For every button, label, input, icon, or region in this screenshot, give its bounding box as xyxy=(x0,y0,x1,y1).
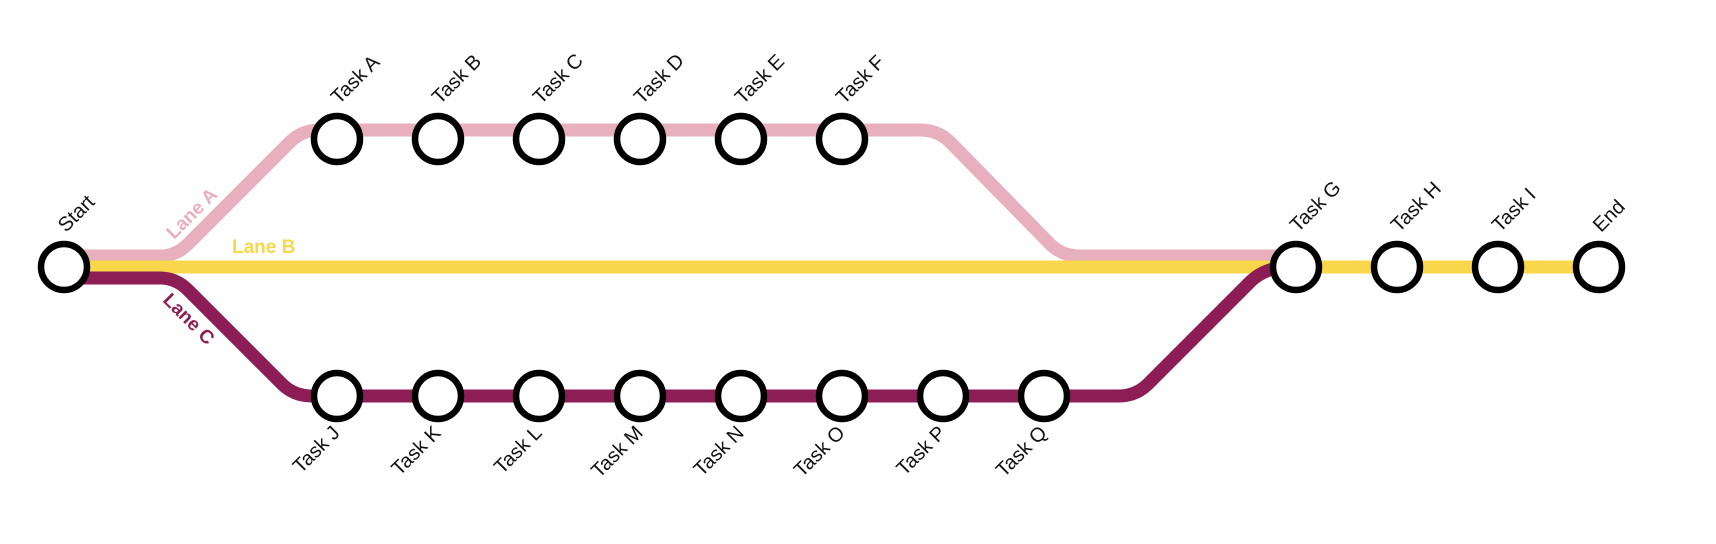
node-lane-a-3-label: Task D xyxy=(630,50,689,109)
node-lane-a-2-circle[interactable] xyxy=(512,112,566,166)
node-lane-a-4-circle[interactable] xyxy=(714,112,768,166)
node-end-label: End xyxy=(1589,196,1630,237)
node-merge-0-label: Task G xyxy=(1286,177,1346,237)
node-lane-c-5-label: Task O xyxy=(790,422,850,482)
node-lane-c-3-circle[interactable] xyxy=(613,369,667,423)
node-lane-c-4-circle[interactable] xyxy=(714,369,768,423)
node-lane-c-0-label: Task J xyxy=(289,422,345,478)
node-start-label: Start xyxy=(54,191,100,237)
node-merge-2-label: Task I xyxy=(1488,184,1541,237)
node-merge-1-circle[interactable] xyxy=(1370,240,1424,294)
node-lane-a-3-circle[interactable] xyxy=(613,112,667,166)
node-lane-a-0-circle[interactable] xyxy=(310,112,364,166)
node-lane-a-2-label: Task C xyxy=(529,50,588,109)
node-lane-a-1-circle[interactable] xyxy=(411,112,465,166)
node-lane-c-7-label: Task Q xyxy=(992,422,1052,482)
node-lane-c-1-label: Task K xyxy=(388,422,446,480)
node-lane-a-1-label: Task B xyxy=(428,51,486,109)
node-merge-1-label: Task H xyxy=(1387,178,1446,237)
node-lane-a-5-label: Task F xyxy=(832,51,889,108)
node-lane-c-6-circle[interactable] xyxy=(916,369,970,423)
node-end-circle[interactable] xyxy=(1572,240,1626,294)
node-lane-a-4-label: Task E xyxy=(731,51,789,109)
node-lane-c-3-label: Task M xyxy=(587,422,647,482)
node-lane-c-0-circle[interactable] xyxy=(310,369,364,423)
node-lane-c-2-circle[interactable] xyxy=(512,369,566,423)
node-lane-c-6-label: Task P xyxy=(893,422,951,480)
node-lane-a-5-circle[interactable] xyxy=(815,112,869,166)
node-merge-0-circle[interactable] xyxy=(1269,240,1323,294)
node-lane-c-7-circle[interactable] xyxy=(1017,369,1071,423)
lane-c-line xyxy=(57,260,1289,403)
node-lane-a-0-label: Task A xyxy=(327,51,385,109)
node-lane-c-1-circle[interactable] xyxy=(411,369,465,423)
node-merge-2-circle[interactable] xyxy=(1471,240,1525,294)
node-lane-c-5-circle[interactable] xyxy=(815,369,869,423)
lane-b-label: Lane B xyxy=(232,237,295,258)
node-lane-c-4-label: Task N xyxy=(690,422,749,481)
node-lane-c-2-label: Task L xyxy=(490,422,546,478)
node-start-circle[interactable] xyxy=(37,240,91,294)
